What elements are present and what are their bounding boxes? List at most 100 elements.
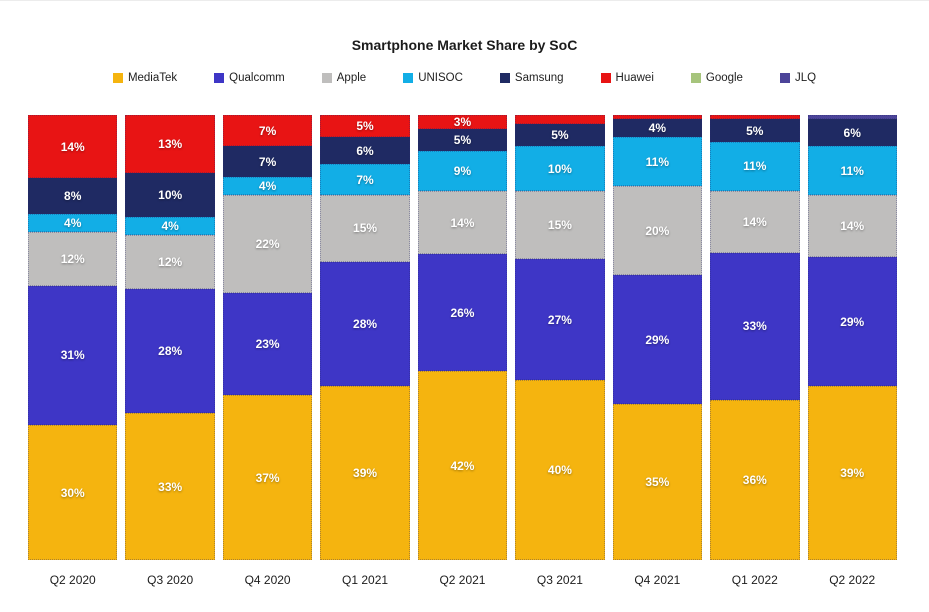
segment-value-label: 20% [645, 223, 670, 238]
segment-unisoc: 4% [222, 177, 313, 196]
bar-column: 39% 29% 14% 11% 6% Q2 2022 [807, 115, 897, 587]
segment-unisoc: 11% [612, 137, 703, 187]
segment-huawei: 13% [125, 115, 215, 173]
segment-value-label: 14% [450, 215, 475, 230]
legend-label: Apple [336, 72, 367, 84]
bar-column: 36% 33% 14% 11% 5% Q1 2022 [710, 115, 800, 587]
segment-value-label: 39% [353, 466, 378, 481]
legend-label: Huawei [615, 72, 654, 84]
segment-value-label: 23% [255, 337, 280, 352]
segment-apple: 12% [125, 235, 215, 289]
segment-value-label: 33% [742, 319, 767, 334]
bar-column: 40% 27% 15% 10% 5% Q3 2021 [515, 115, 605, 587]
segment-mediatek: 39% [807, 386, 897, 560]
segment-apple: 22% [222, 195, 313, 294]
segment-value-label: 8% [64, 188, 82, 203]
segment-value-label: 31% [60, 348, 85, 363]
segment-huawei [710, 115, 800, 120]
stacked-bar: 37% 23% 22% 4% 7% 7% [222, 115, 313, 560]
segment-unisoc: 4% [125, 217, 215, 236]
segment-mediatek: 42% [417, 371, 508, 560]
segment-mediatek: 30% [28, 425, 118, 560]
stacked-bar: 36% 33% 14% 11% 5% [710, 115, 800, 560]
segment-qualcomm: 29% [807, 257, 897, 387]
segment-value-label: 5% [453, 132, 472, 147]
segment-apple: 12% [28, 231, 118, 286]
segment-qualcomm: 26% [417, 254, 508, 372]
chart-container: Smartphone Market Share by SoC MediaTek Q… [0, 1, 929, 587]
legend-item-google: Google [690, 72, 743, 84]
segment-value-label: 4% [64, 215, 82, 230]
segment-samsung: 6% [807, 119, 897, 147]
segment-value-label: 36% [742, 472, 767, 487]
segment-apple: 15% [515, 191, 605, 259]
legend-swatch-icon [321, 73, 332, 83]
segment-samsung: 7% [222, 146, 313, 178]
legend-item-huawei: Huawei [600, 72, 654, 84]
segment-samsung: 10% [125, 172, 215, 218]
segment-apple: 14% [710, 190, 800, 253]
segment-samsung: 5% [417, 128, 508, 151]
chart-title: Smartphone Market Share by SoC [351, 37, 578, 53]
segment-value-label: 39% [840, 466, 865, 481]
segment-huawei: 5% [320, 115, 410, 138]
x-axis-label: Q4 2020 [244, 573, 291, 587]
legend-item-samsung: Samsung [499, 72, 564, 84]
legend-item-unisoc: UNISOC [403, 72, 463, 84]
segment-apple: 14% [807, 195, 897, 258]
segment-value-label: 28% [353, 317, 378, 332]
plot: 30% 31% 12% 4% 8% 14% Q2 2020 33% 28% 12% 4% 10% 13%… [0, 115, 929, 587]
segment-value-label: 6% [356, 143, 374, 158]
legend-item-apple: Apple [321, 72, 367, 84]
segment-unisoc: 10% [515, 146, 605, 192]
segment-value-label: 40% [547, 463, 572, 478]
segment-huawei: 3% [417, 115, 508, 129]
legend-label: Qualcomm [229, 72, 285, 84]
segment-huawei: 7% [222, 115, 313, 147]
legend-swatch-icon [112, 73, 123, 83]
segment-value-label: 30% [60, 485, 85, 500]
bar-column: 33% 28% 12% 4% 10% 13% Q3 2020 [125, 115, 215, 587]
segment-value-label: 28% [158, 343, 183, 358]
segment-value-label: 10% [547, 161, 572, 176]
segment-unisoc: 11% [710, 141, 800, 191]
segment-value-label: 29% [840, 314, 865, 329]
segment-value-label: 29% [645, 332, 670, 347]
segment-value-label: 4% [161, 219, 179, 234]
segment-value-label: 7% [356, 172, 374, 187]
bar-column: 37% 23% 22% 4% 7% 7% Q4 2020 [222, 115, 313, 587]
segment-huawei [515, 115, 605, 125]
legend-swatch-icon [499, 73, 510, 83]
stacked-bar: 33% 28% 12% 4% 10% 13% [125, 115, 215, 560]
segment-value-label: 35% [645, 475, 670, 490]
segment-value-label: 27% [547, 312, 572, 327]
stacked-bar: 39% 28% 15% 7% 6% 5% [320, 115, 410, 560]
segment-qualcomm: 28% [125, 288, 215, 414]
segment-qualcomm: 27% [515, 258, 605, 381]
bar-column: 39% 28% 15% 7% 6% 5% Q1 2021 [320, 115, 410, 587]
legend-swatch-icon [690, 73, 701, 83]
segment-value-label: 12% [158, 254, 183, 269]
segment-jlq [807, 115, 897, 120]
stacked-bar: 35% 29% 20% 11% 4% [612, 115, 703, 560]
segment-value-label: 7% [258, 154, 277, 169]
stacked-bar: 30% 31% 12% 4% 8% 14% [28, 115, 118, 560]
segment-value-label: 11% [645, 154, 670, 169]
x-axis-label: Q3 2021 [536, 573, 583, 587]
segment-mediatek: 39% [320, 386, 410, 560]
segment-qualcomm: 23% [222, 293, 313, 396]
x-axis-label: Q2 2022 [829, 573, 876, 587]
segment-value-label: 33% [158, 479, 183, 494]
legend-swatch-icon [600, 73, 611, 83]
segment-value-label: 11% [743, 159, 767, 174]
segment-value-label: 22% [255, 237, 280, 252]
segment-value-label: 5% [356, 119, 374, 134]
legend-swatch-icon [779, 73, 790, 83]
legend-label: JLQ [794, 72, 817, 84]
segment-value-label: 9% [453, 164, 472, 179]
segment-unisoc: 9% [417, 150, 508, 192]
segment-samsung: 6% [320, 137, 410, 164]
segment-unisoc: 4% [28, 213, 118, 232]
segment-mediatek: 36% [710, 399, 800, 560]
segment-value-label: 7% [258, 123, 277, 138]
